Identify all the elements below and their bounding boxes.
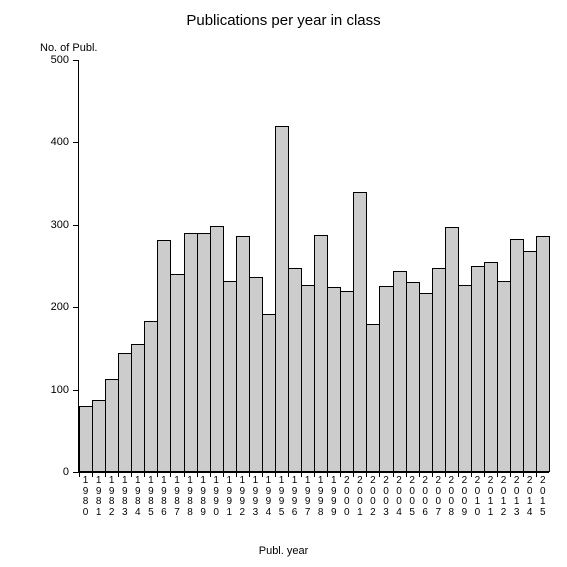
bar — [458, 285, 472, 472]
y-tick-label: 400 — [51, 136, 69, 148]
bar — [484, 262, 498, 472]
bar — [210, 226, 224, 472]
bar — [471, 266, 485, 472]
x-tick-label: 2006 — [419, 476, 432, 518]
bar — [197, 233, 211, 472]
bar — [157, 240, 171, 472]
bar — [314, 235, 328, 472]
bar — [327, 287, 341, 472]
x-tick-label: 1989 — [197, 476, 210, 518]
x-tick-label: 2015 — [536, 476, 549, 518]
bar — [118, 353, 132, 472]
bar — [236, 236, 250, 472]
x-tick-label: 1997 — [301, 476, 314, 518]
y-tick-label: 500 — [51, 54, 69, 66]
x-tick-label: 2001 — [353, 476, 366, 518]
bar — [366, 324, 380, 472]
x-tick-label: 1982 — [105, 476, 118, 518]
bar — [406, 282, 420, 472]
x-tick-label: 2013 — [510, 476, 523, 518]
x-tick-label: 1984 — [131, 476, 144, 518]
x-tick-label: 1992 — [236, 476, 249, 518]
publications-chart: Publications per year in class No. of Pu… — [0, 0, 567, 567]
bar — [144, 321, 158, 472]
x-tick-label: 2003 — [379, 476, 392, 518]
bar — [510, 239, 524, 472]
x-tick-label: 1983 — [118, 476, 131, 518]
bar — [92, 400, 106, 473]
bar — [536, 236, 550, 472]
x-tick-label: 1987 — [170, 476, 183, 518]
bar — [184, 233, 198, 472]
x-tick-labels: 1980198119821983198419851986198719881989… — [79, 476, 549, 518]
bar — [301, 285, 315, 472]
bar — [170, 274, 184, 472]
x-tick-label: 1999 — [327, 476, 340, 518]
x-tick-label: 2012 — [497, 476, 510, 518]
x-tick-label: 1988 — [184, 476, 197, 518]
bar — [432, 268, 446, 472]
y-tick — [73, 142, 79, 143]
bar — [523, 251, 537, 472]
bar — [275, 126, 289, 472]
bar — [249, 277, 263, 472]
x-tick-label: 2014 — [523, 476, 536, 518]
x-tick-label: 1996 — [288, 476, 301, 518]
x-tick-label: 2009 — [458, 476, 471, 518]
y-tick — [73, 307, 79, 308]
y-tick — [73, 60, 79, 61]
x-tick-label: 1994 — [262, 476, 275, 518]
y-tick-label: 100 — [51, 384, 69, 396]
y-tick — [73, 390, 79, 391]
bar — [340, 291, 354, 472]
bar — [379, 286, 393, 472]
y-tick — [73, 225, 79, 226]
x-tick-label: 1991 — [223, 476, 236, 518]
bar — [445, 227, 459, 472]
bar — [419, 293, 433, 472]
y-axis-label: No. of Publ. — [40, 42, 97, 54]
bar — [79, 406, 93, 472]
x-tick-label: 2007 — [432, 476, 445, 518]
bar — [223, 281, 237, 472]
y-tick-label: 0 — [63, 466, 69, 478]
x-tick-label: 1981 — [92, 476, 105, 518]
y-tick-label: 200 — [51, 301, 69, 313]
bar — [497, 281, 511, 472]
x-tick-label: 1995 — [275, 476, 288, 518]
x-tick-label: 2000 — [340, 476, 353, 518]
bar — [288, 268, 302, 472]
y-tick — [73, 472, 79, 473]
x-tick-label: 1993 — [249, 476, 262, 518]
x-tick-label: 1998 — [314, 476, 327, 518]
x-tick-label: 1990 — [210, 476, 223, 518]
bar — [131, 344, 145, 472]
plot-area: 1980198119821983198419851986198719881989… — [78, 60, 549, 473]
bar — [262, 314, 276, 472]
x-tick-label: 2004 — [393, 476, 406, 518]
x-tick-label: 1980 — [79, 476, 92, 518]
x-tick-label: 1986 — [157, 476, 170, 518]
x-tick-label: 2010 — [471, 476, 484, 518]
y-tick-label: 300 — [51, 219, 69, 231]
x-axis-label: Publ. year — [0, 545, 567, 557]
bar — [353, 192, 367, 472]
x-tick-label: 2011 — [484, 476, 497, 518]
chart-title: Publications per year in class — [0, 12, 567, 29]
x-tick-label: 2008 — [445, 476, 458, 518]
x-tick-label: 2005 — [406, 476, 419, 518]
x-tick-label: 2002 — [366, 476, 379, 518]
bars-group — [79, 60, 549, 472]
bar — [393, 271, 407, 472]
x-tick-label: 1985 — [144, 476, 157, 518]
bar — [105, 379, 119, 472]
